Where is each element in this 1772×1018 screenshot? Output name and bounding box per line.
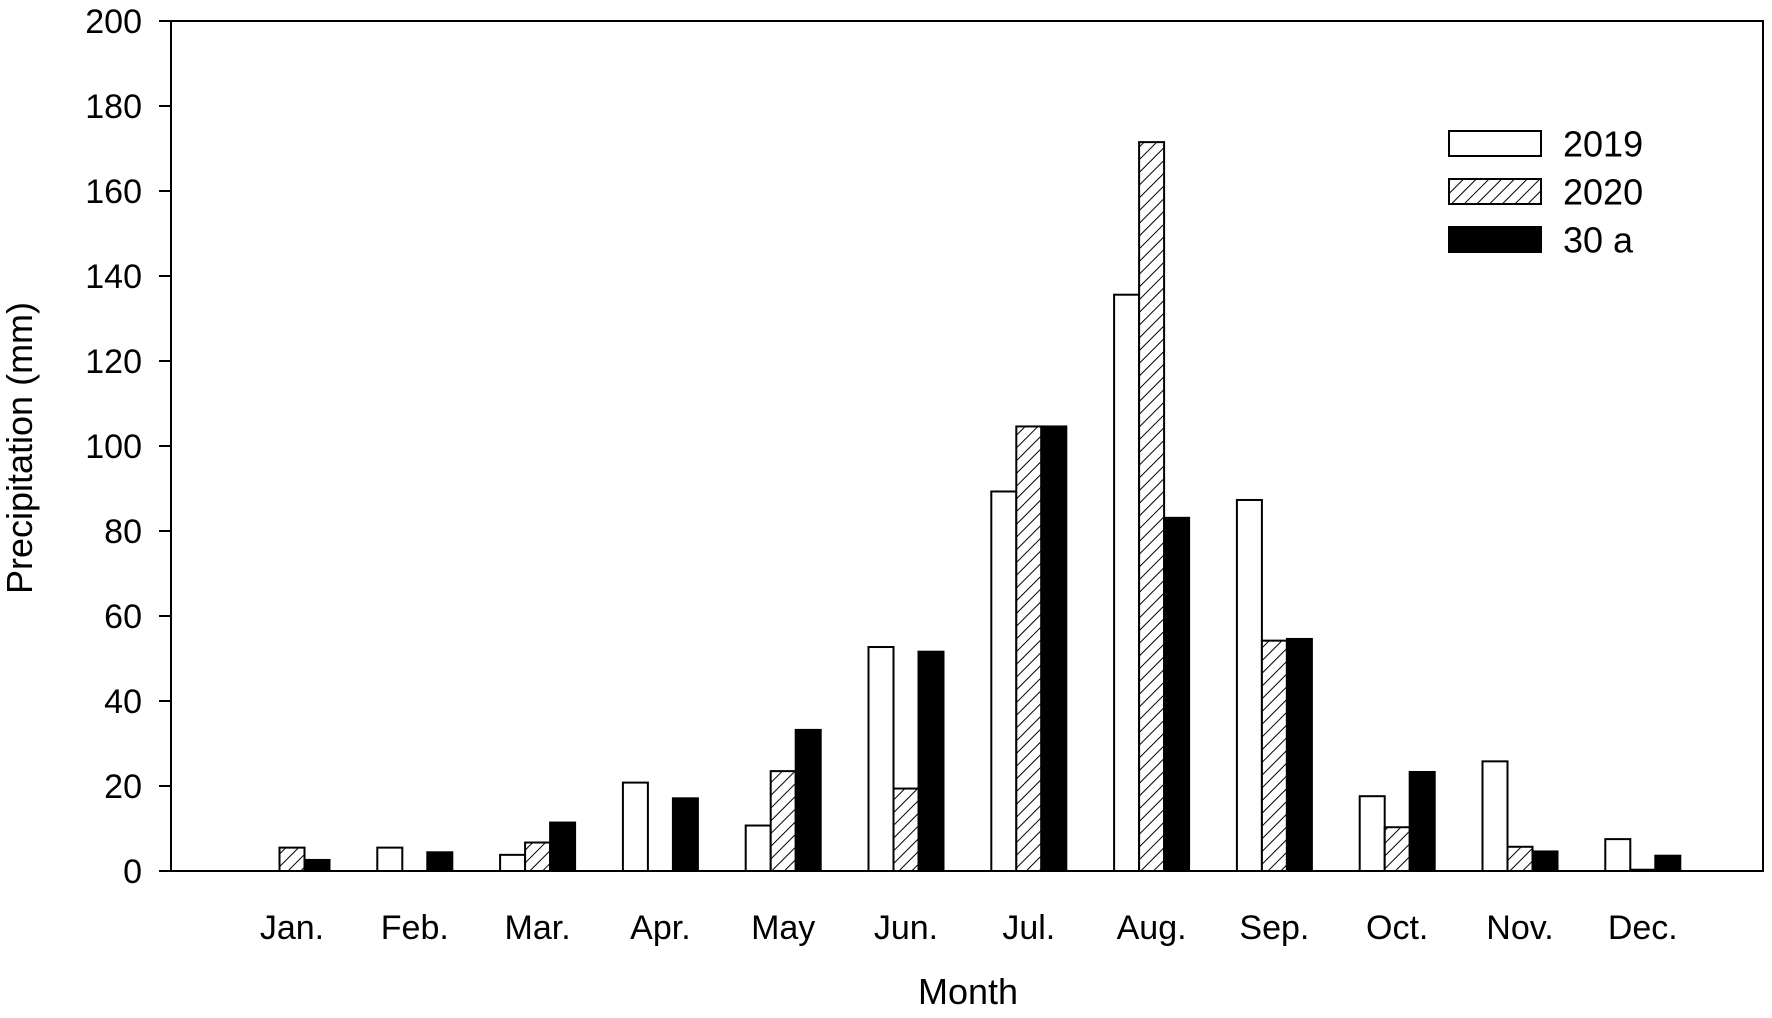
bar-30-a-aug — [1163, 516, 1191, 872]
legend-label-2020: 2020 — [1563, 172, 1643, 213]
bar-30-a-nov — [1531, 850, 1559, 873]
y-tick-label: 120 — [85, 343, 142, 381]
y-tick-label: 20 — [104, 768, 142, 806]
bar-2019-jun — [867, 646, 895, 873]
bar-2019-feb — [376, 846, 404, 872]
bar-2020-sep — [1260, 639, 1288, 873]
bar-2019-nov — [1481, 760, 1509, 872]
x-tick-label: Mar. — [505, 909, 571, 947]
x-tick-label: Oct. — [1366, 909, 1428, 947]
x-tick-label: Jul. — [1002, 909, 1055, 947]
y-tick-label: 160 — [85, 173, 142, 211]
bar-30-a-sep — [1285, 637, 1313, 873]
bar-30-a-dec — [1654, 854, 1682, 873]
x-tick-label: Aug. — [1117, 909, 1187, 947]
bar-30-a-jun — [917, 650, 945, 873]
x-tick-label: Nov. — [1486, 909, 1553, 947]
bar-30-a-may — [794, 728, 822, 873]
y-axis-label: Precipitation (mm) — [0, 302, 40, 594]
x-tick-label: Feb. — [381, 909, 449, 947]
bar-2020-jan — [278, 846, 306, 872]
bar-2020-jun — [892, 787, 920, 872]
x-tick-label: Apr. — [630, 909, 690, 947]
x-tick-label: Dec. — [1608, 909, 1678, 947]
axes-layer: 0 20 40 60 80 100 120 140 160 180 200 Jan. Feb. Mar. A… — [85, 3, 1764, 947]
legend-swatch-30-a — [1448, 226, 1542, 253]
bar-2019-aug — [1113, 293, 1141, 872]
bars-layer — [278, 141, 1682, 873]
bar-30-a-feb — [426, 851, 454, 872]
y-tick-label: 40 — [104, 683, 142, 721]
x-tick-label: May — [751, 909, 815, 947]
bar-2020-mar — [524, 841, 552, 873]
x-tick-label: Jun. — [874, 909, 938, 947]
bar-2019-dec — [1604, 838, 1632, 872]
x-tick-label: Jan. — [260, 909, 324, 947]
bar-2020-jul — [1015, 425, 1043, 872]
bar-2019-jul — [990, 490, 1018, 872]
legend: 2019 2020 30 a — [1448, 124, 1643, 261]
bar-2019-oct — [1358, 795, 1386, 873]
bar-30-a-oct — [1408, 770, 1436, 872]
bar-2019-mar — [499, 853, 527, 872]
y-tick-label: 180 — [85, 88, 142, 126]
y-tick-label: 100 — [85, 428, 142, 466]
legend-swatch-2020 — [1448, 178, 1542, 205]
y-tick-label: 140 — [85, 258, 142, 296]
bar-2020-aug — [1138, 141, 1166, 872]
bar-2019-apr — [621, 781, 649, 872]
legend-label-2019: 2019 — [1563, 124, 1643, 165]
bar-30-a-jan — [303, 858, 331, 873]
y-tick-label: 200 — [85, 3, 142, 41]
bar-30-a-apr — [671, 797, 699, 873]
x-tick-label: Sep. — [1239, 909, 1309, 947]
bar-30-a-mar — [549, 821, 577, 872]
bar-2020-nov — [1506, 845, 1534, 873]
bar-2020-may — [769, 770, 797, 872]
bar-2019-sep — [1235, 498, 1263, 872]
x-axis-label: Month — [918, 971, 1018, 1012]
bar-2019-may — [744, 824, 772, 873]
bar-2020-oct — [1383, 826, 1411, 872]
bar-30-a-jul — [1040, 425, 1068, 872]
y-tick-label: 60 — [104, 598, 142, 636]
y-tick-label: 80 — [104, 513, 142, 551]
legend-label-30-a: 30 a — [1563, 220, 1634, 261]
y-tick-label: 0 — [123, 853, 142, 891]
legend-swatch-2019 — [1448, 130, 1542, 157]
